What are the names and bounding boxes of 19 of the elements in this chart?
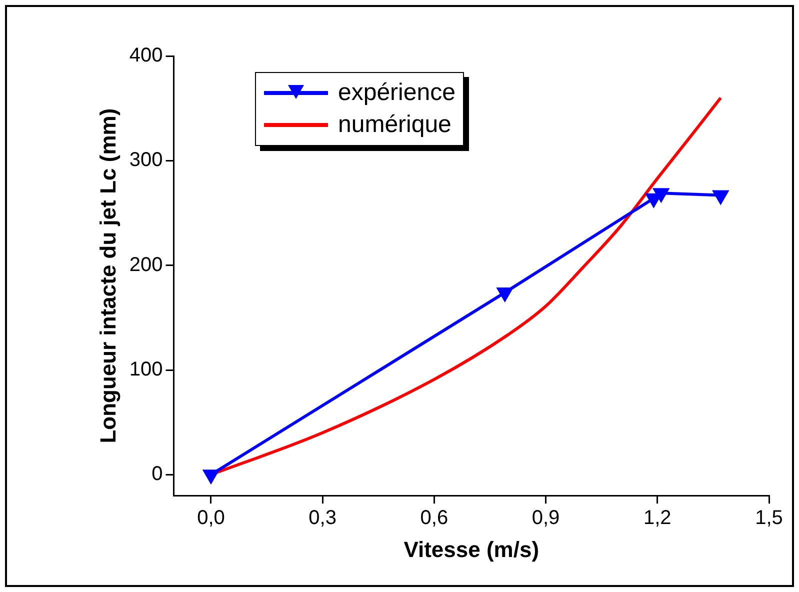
point bbox=[203, 470, 219, 484]
legend-label: expérience bbox=[338, 79, 456, 107]
x-tick-label: 1,2 bbox=[643, 507, 672, 530]
x-tick-label: 1,5 bbox=[755, 507, 783, 530]
y-tick-label: 300 bbox=[129, 149, 163, 172]
y-tick-label: 100 bbox=[129, 358, 163, 381]
x-tick-label: 0,0 bbox=[197, 507, 225, 530]
point bbox=[713, 190, 728, 204]
point bbox=[497, 288, 512, 302]
y-axis-title: Longueur intacte du jet Lc (mm) bbox=[95, 108, 120, 444]
x-tick-label: 0,3 bbox=[308, 507, 336, 530]
y-tick-label: 400 bbox=[129, 44, 163, 67]
x-axis-title: Vitesse (m/s) bbox=[404, 536, 540, 562]
point bbox=[654, 188, 669, 202]
x-tick-label: 0,6 bbox=[420, 507, 448, 530]
y-tick-label: 0 bbox=[152, 463, 163, 486]
legend-label: numérique bbox=[338, 111, 452, 139]
x-tick-label: 0,9 bbox=[532, 507, 560, 530]
y-tick-label: 200 bbox=[129, 254, 163, 276]
